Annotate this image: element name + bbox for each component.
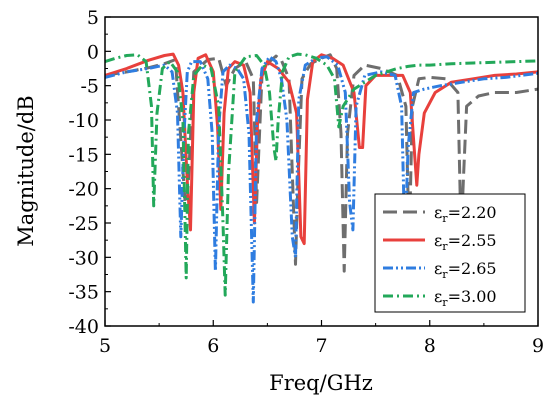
series-line-1	[105, 53, 538, 273]
legend-label-3: εr=2.65	[434, 259, 497, 281]
x-tick-label: 6	[207, 335, 219, 357]
y-tick-label: -10	[68, 110, 99, 132]
y-tick-label: 0	[87, 41, 99, 63]
y-tick-label: 5	[87, 7, 99, 29]
y-axis-label: Magnitude/dB	[14, 95, 38, 247]
x-tick-label: 8	[424, 335, 436, 357]
series-line-4	[105, 52, 538, 297]
legend-label-2: εr=2.55	[434, 231, 497, 253]
x-axis-label: Freq/GHz	[269, 371, 373, 395]
x-tick-label: 9	[532, 335, 544, 357]
y-tick-label: -40	[68, 316, 99, 338]
y-tick-label: -30	[68, 247, 99, 269]
y-axis: 5 0 -5 -10 -15 -20 -25 -30 -35 -40	[68, 7, 111, 338]
x-tick-label: 7	[315, 335, 327, 357]
y-tick-label: -15	[68, 144, 99, 166]
y-tick-label: -25	[68, 213, 99, 235]
series-line-2	[105, 52, 538, 246]
x-tick-label: 5	[99, 335, 111, 357]
y-tick-label: -35	[68, 282, 99, 304]
legend: εr=2.20 εr=2.55 εr=2.65 εr=3.00	[374, 193, 526, 313]
legend-label-4: εr=3.00	[434, 287, 497, 309]
legend-label-1: εr=2.20	[434, 203, 497, 225]
x-axis: 5 6 7 8 9	[99, 320, 544, 357]
legend-box	[374, 193, 526, 313]
y-tick-label: -5	[80, 76, 99, 98]
y-tick-label: -20	[68, 179, 99, 201]
